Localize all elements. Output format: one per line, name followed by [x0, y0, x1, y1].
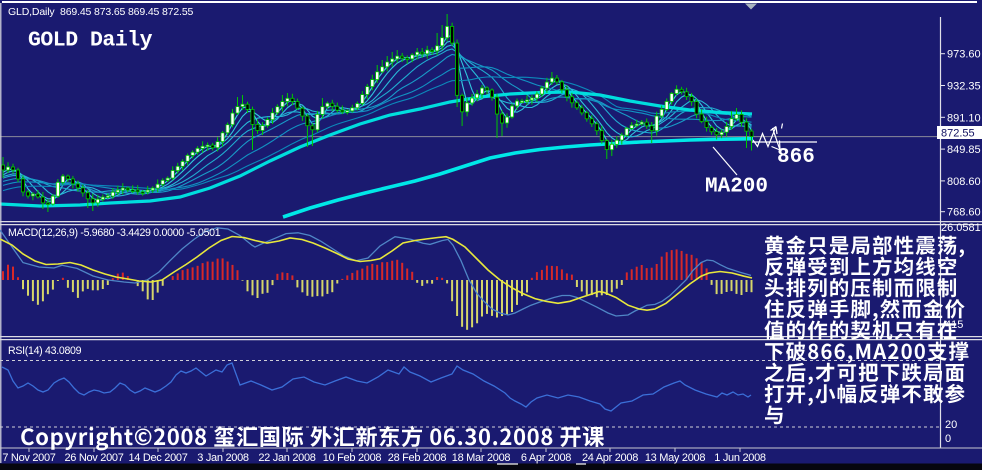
svg-text:13 May 2008: 13 May 2008	[645, 452, 705, 464]
svg-text:768.60: 768.60	[947, 207, 981, 219]
svg-text:7 Nov 2007: 7 Nov 2007	[2, 452, 55, 464]
svg-text:6 Apr 2008: 6 Apr 2008	[521, 452, 571, 464]
svg-text:20: 20	[945, 419, 957, 431]
svg-text:0: 0	[945, 433, 951, 445]
svg-text:808.60: 808.60	[947, 176, 981, 188]
svg-text:932.35: 932.35	[947, 81, 981, 93]
svg-text:22 Jan 2008: 22 Jan 2008	[258, 452, 315, 464]
svg-text:18 Mar 2008: 18 Mar 2008	[452, 452, 511, 464]
svg-text:10 Feb 2008: 10 Feb 2008	[323, 452, 382, 464]
svg-text:3 Jan 2008: 3 Jan 2008	[197, 452, 249, 464]
svg-text:14 Dec 2007: 14 Dec 2007	[128, 452, 187, 464]
svg-text:GLD,Daily 869.45 873.65 869.4: GLD,Daily 869.45 873.65 869.45 872.55	[8, 6, 194, 18]
svg-text:24 Apr 2008: 24 Apr 2008	[582, 452, 638, 464]
svg-text:891.10: 891.10	[947, 112, 981, 124]
svg-text:MA200: MA200	[705, 176, 768, 199]
svg-text:26.0581: 26.0581	[941, 222, 981, 234]
svg-text:GOLD Daily: GOLD Daily	[28, 29, 153, 53]
svg-text:849.85: 849.85	[947, 144, 981, 156]
svg-text:28 Feb 2008: 28 Feb 2008	[388, 452, 447, 464]
svg-text:RSI(14) 43.0809: RSI(14) 43.0809	[8, 345, 82, 357]
svg-text:973.60: 973.60	[947, 49, 981, 61]
svg-text:26 Nov 2007: 26 Nov 2007	[64, 452, 123, 464]
svg-text:866: 866	[777, 146, 815, 169]
svg-text:872.55: 872.55	[941, 128, 975, 140]
svg-text:MACD(12,26,9) -5.9680 -3.4429: MACD(12,26,9) -5.9680 -3.4429 0.0000 -5.…	[8, 227, 221, 239]
svg-text:1 Jun 2008: 1 Jun 2008	[714, 452, 766, 464]
